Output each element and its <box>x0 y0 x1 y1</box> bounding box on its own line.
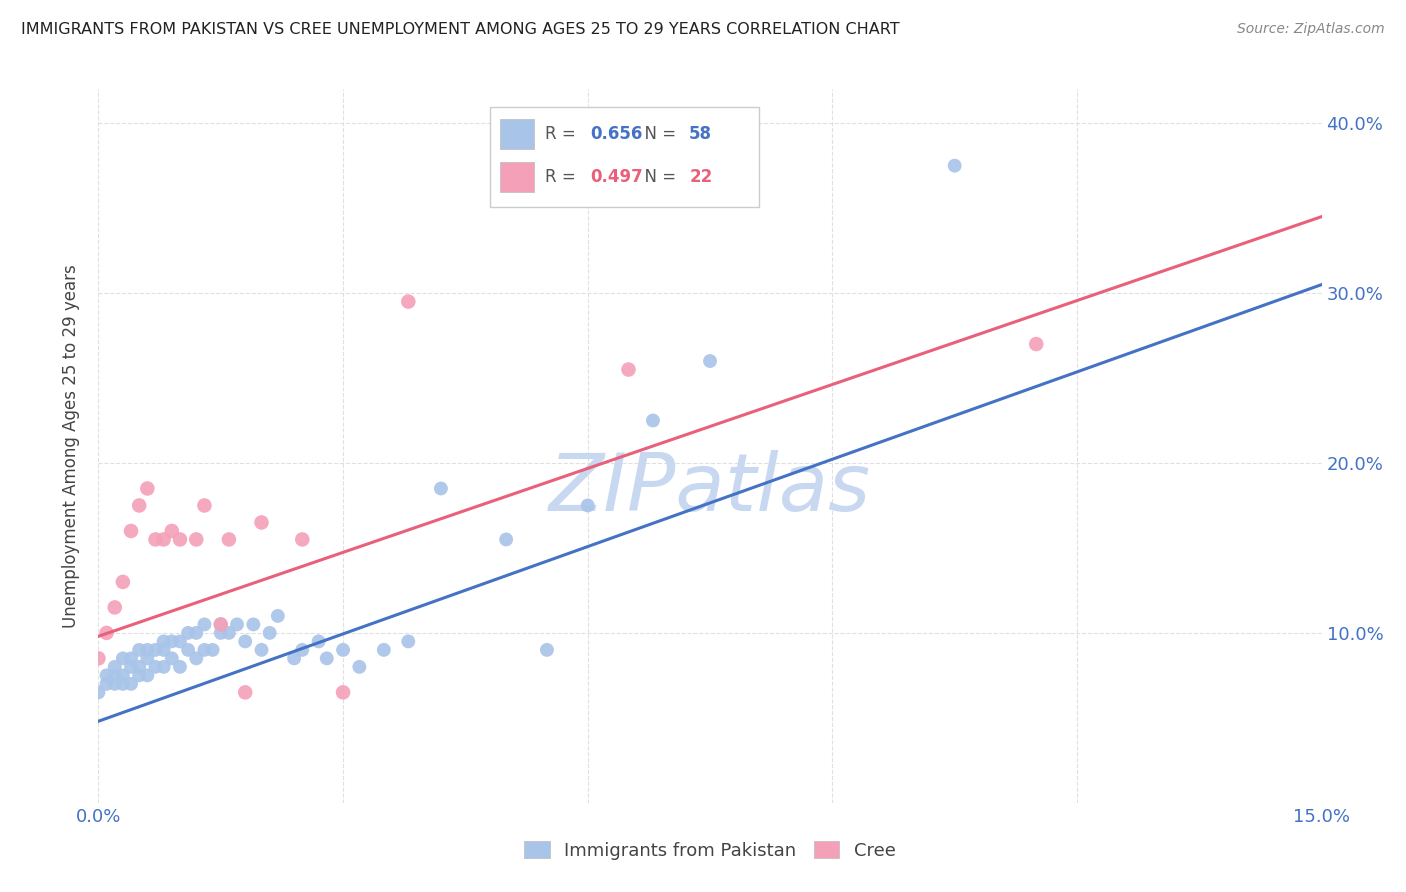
Text: 0.497: 0.497 <box>591 168 643 186</box>
Text: 0.656: 0.656 <box>591 125 643 143</box>
Text: ZIPatlas: ZIPatlas <box>548 450 872 528</box>
Point <box>242 617 264 632</box>
Point <box>186 626 208 640</box>
Point <box>233 634 256 648</box>
Point <box>104 660 127 674</box>
Point <box>152 643 174 657</box>
Point <box>145 660 167 674</box>
Point <box>396 634 419 648</box>
Point <box>193 643 215 657</box>
Point <box>283 651 305 665</box>
Point <box>218 533 240 547</box>
Point <box>111 651 134 665</box>
Y-axis label: Unemployment Among Ages 25 to 29 years: Unemployment Among Ages 25 to 29 years <box>62 264 80 628</box>
Text: R =: R = <box>546 125 581 143</box>
Point <box>111 677 134 691</box>
Point <box>152 533 174 547</box>
Point <box>201 643 224 657</box>
Point <box>536 643 558 657</box>
Point <box>120 677 142 691</box>
Point <box>209 617 232 632</box>
Point <box>120 524 142 538</box>
Point <box>430 482 453 496</box>
Point <box>136 651 159 665</box>
Point <box>332 643 354 657</box>
Text: Source: ZipAtlas.com: Source: ZipAtlas.com <box>1237 22 1385 37</box>
Point <box>169 660 191 674</box>
Point <box>186 533 208 547</box>
Point <box>641 413 664 427</box>
Text: 58: 58 <box>689 125 713 143</box>
Point <box>1025 337 1047 351</box>
Point <box>193 499 215 513</box>
Point <box>943 159 966 173</box>
Point <box>104 600 127 615</box>
Point <box>104 677 127 691</box>
Point <box>169 533 191 547</box>
Point <box>136 482 159 496</box>
Text: IMMIGRANTS FROM PAKISTAN VS CREE UNEMPLOYMENT AMONG AGES 25 TO 29 YEARS CORRELAT: IMMIGRANTS FROM PAKISTAN VS CREE UNEMPLO… <box>21 22 900 37</box>
Point <box>267 608 290 623</box>
Point <box>209 617 232 632</box>
Point <box>111 574 134 589</box>
Point <box>332 685 354 699</box>
Point <box>291 643 314 657</box>
Point <box>136 643 159 657</box>
Point <box>128 668 150 682</box>
Point <box>259 626 281 640</box>
Point <box>96 677 118 691</box>
Point <box>396 294 419 309</box>
Point <box>111 668 134 682</box>
Point <box>495 533 517 547</box>
Point <box>250 516 273 530</box>
Point <box>250 643 273 657</box>
FancyBboxPatch shape <box>499 162 534 192</box>
Point <box>128 660 150 674</box>
Point <box>96 668 118 682</box>
Point <box>617 362 640 376</box>
Point <box>120 660 142 674</box>
Point <box>104 668 127 682</box>
Point <box>177 643 200 657</box>
Point <box>128 643 150 657</box>
FancyBboxPatch shape <box>489 107 759 207</box>
Point <box>120 651 142 665</box>
Point <box>145 643 167 657</box>
Point <box>160 524 183 538</box>
Point <box>315 651 337 665</box>
Point <box>233 685 256 699</box>
Text: 22: 22 <box>689 168 713 186</box>
Legend: Immigrants from Pakistan, Cree: Immigrants from Pakistan, Cree <box>519 836 901 865</box>
Point <box>349 660 371 674</box>
Point <box>96 626 118 640</box>
Point <box>152 660 174 674</box>
Point <box>160 651 183 665</box>
Text: N =: N = <box>634 125 682 143</box>
Text: R =: R = <box>546 168 581 186</box>
Point <box>145 533 167 547</box>
Point <box>576 499 599 513</box>
Point <box>177 626 200 640</box>
Point <box>186 651 208 665</box>
Point <box>699 354 721 368</box>
Point <box>308 634 330 648</box>
Point <box>226 617 249 632</box>
Point <box>136 668 159 682</box>
Text: N =: N = <box>634 168 682 186</box>
Point <box>373 643 395 657</box>
Point <box>291 533 314 547</box>
Point <box>152 634 174 648</box>
Point <box>193 617 215 632</box>
Point <box>218 626 240 640</box>
Point <box>128 499 150 513</box>
Point <box>169 634 191 648</box>
Point <box>160 634 183 648</box>
FancyBboxPatch shape <box>499 120 534 149</box>
Point <box>87 685 110 699</box>
Point <box>87 651 110 665</box>
Point <box>209 626 232 640</box>
